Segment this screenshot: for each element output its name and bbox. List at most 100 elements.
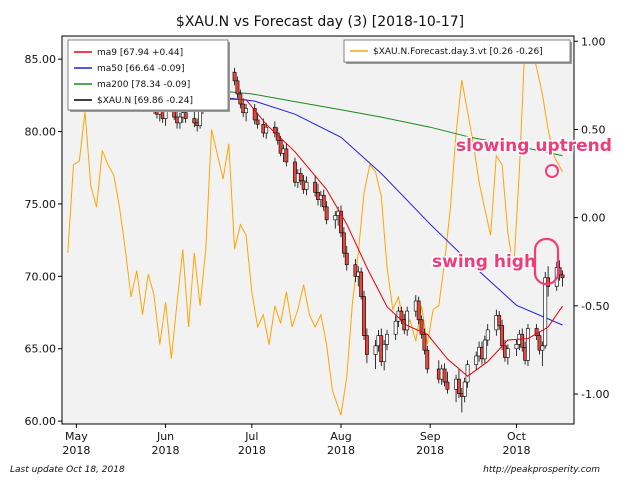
candle [385, 329, 389, 351]
x-tick-year-label: 2018 [152, 444, 180, 457]
annotation-layer: slowing uptrend swing high [431, 135, 613, 286]
candle [405, 306, 410, 336]
candle [425, 345, 430, 374]
y-right-tick-label: 1.00 [581, 35, 606, 48]
candle-body [339, 210, 343, 234]
candle-body [313, 181, 318, 193]
candle-body [341, 232, 346, 254]
candle [353, 258, 358, 283]
candle [192, 109, 197, 128]
y-right-tick-label: -1.00 [581, 388, 609, 401]
y-right-tick-label: 0.50 [581, 123, 606, 136]
x-tick-year-label: 2018 [62, 444, 90, 457]
candle [364, 328, 369, 364]
legend-layer: ma9 [67.94 +0.44] ma50 [66.64 -0.09] ma200… [67, 39, 572, 112]
candle-body [252, 108, 257, 121]
y-right-tick-label: 0.00 [581, 212, 606, 225]
candle-body [382, 344, 387, 363]
candle [546, 266, 551, 297]
candle-body [425, 349, 430, 370]
candle [373, 340, 378, 369]
candle [514, 340, 519, 356]
x-tick-label: Sep [420, 430, 441, 443]
candle-body [405, 310, 410, 331]
candle [419, 315, 424, 339]
candle-body [304, 181, 309, 190]
candle-body [284, 148, 289, 163]
x-tick-label: Aug [330, 430, 351, 443]
candle [324, 201, 329, 225]
candle-body [293, 161, 297, 183]
y-left-tick-label: 60.00 [25, 415, 57, 428]
candle [284, 143, 289, 167]
candle [178, 112, 182, 129]
candle-body [465, 364, 470, 383]
legend-left-label: ma50 [66.64 -0.09] [97, 64, 185, 74]
candle-body [333, 215, 338, 221]
candle-body [198, 110, 202, 127]
candle-body [526, 328, 530, 361]
candle [264, 122, 269, 139]
candle [505, 344, 510, 365]
legend-right-label: $XAU.N.Forecast.day.3.vt [0.26 -0.26] [373, 47, 543, 57]
candle [393, 315, 398, 341]
legend-left-box [67, 39, 229, 111]
candle [382, 340, 387, 371]
x-tick-label: Jul [244, 430, 258, 443]
x-tick-label: Jun [156, 430, 174, 443]
candle [244, 104, 248, 122]
candle-body [560, 274, 565, 279]
candle [255, 112, 260, 129]
annotation-swing-high: swing high [432, 252, 536, 272]
ma9-line [153, 94, 563, 377]
candle [520, 328, 525, 352]
legend-left-label: ma9 [67.94 +0.44] [97, 48, 183, 58]
candle [474, 351, 479, 371]
candle [344, 245, 349, 271]
candle-body [321, 194, 326, 208]
x-tick-year-label: 2018 [238, 444, 266, 457]
candle-body [505, 348, 510, 358]
candle-body [462, 381, 467, 397]
x-tick-year-label: 2018 [327, 444, 355, 457]
candle-body [353, 264, 358, 277]
candle-body [373, 345, 378, 355]
candle [235, 76, 240, 99]
candle-body [537, 335, 542, 351]
forecast-layer [67, 40, 563, 416]
candle-body [540, 345, 545, 351]
candle [252, 104, 257, 125]
y-left-tick-label: 80.00 [25, 126, 57, 139]
candle-body [183, 112, 188, 119]
footer-source-url[interactable]: http://peakprosperity.com [483, 465, 600, 475]
candle-body [534, 328, 539, 336]
candle [278, 135, 283, 157]
candle [445, 371, 450, 394]
candle-body [546, 277, 551, 287]
candle [339, 205, 343, 238]
candle-body [500, 325, 504, 347]
candle-body [543, 277, 548, 347]
y-right-tick-label: -0.50 [581, 300, 609, 313]
candle-body [362, 296, 366, 336]
candle-body [482, 339, 487, 360]
candle [341, 227, 346, 258]
candle [462, 377, 467, 403]
candle [416, 296, 421, 325]
legend-left-label: ma200 [78.34 -0.09] [97, 80, 190, 90]
annotation-oval-marker [533, 237, 560, 286]
candle-body [514, 344, 519, 350]
candle-body [416, 300, 421, 321]
candle-body [419, 319, 424, 335]
x-tick-label: May [65, 430, 88, 443]
candle [362, 290, 366, 341]
candle [313, 176, 318, 197]
candle-body [364, 335, 369, 355]
annotation-circle-marker [545, 164, 559, 178]
candle [526, 324, 530, 367]
candle [333, 211, 338, 229]
candle-body [445, 381, 450, 390]
candle-body [255, 119, 260, 125]
y-left-tick-label: 70.00 [25, 270, 57, 283]
